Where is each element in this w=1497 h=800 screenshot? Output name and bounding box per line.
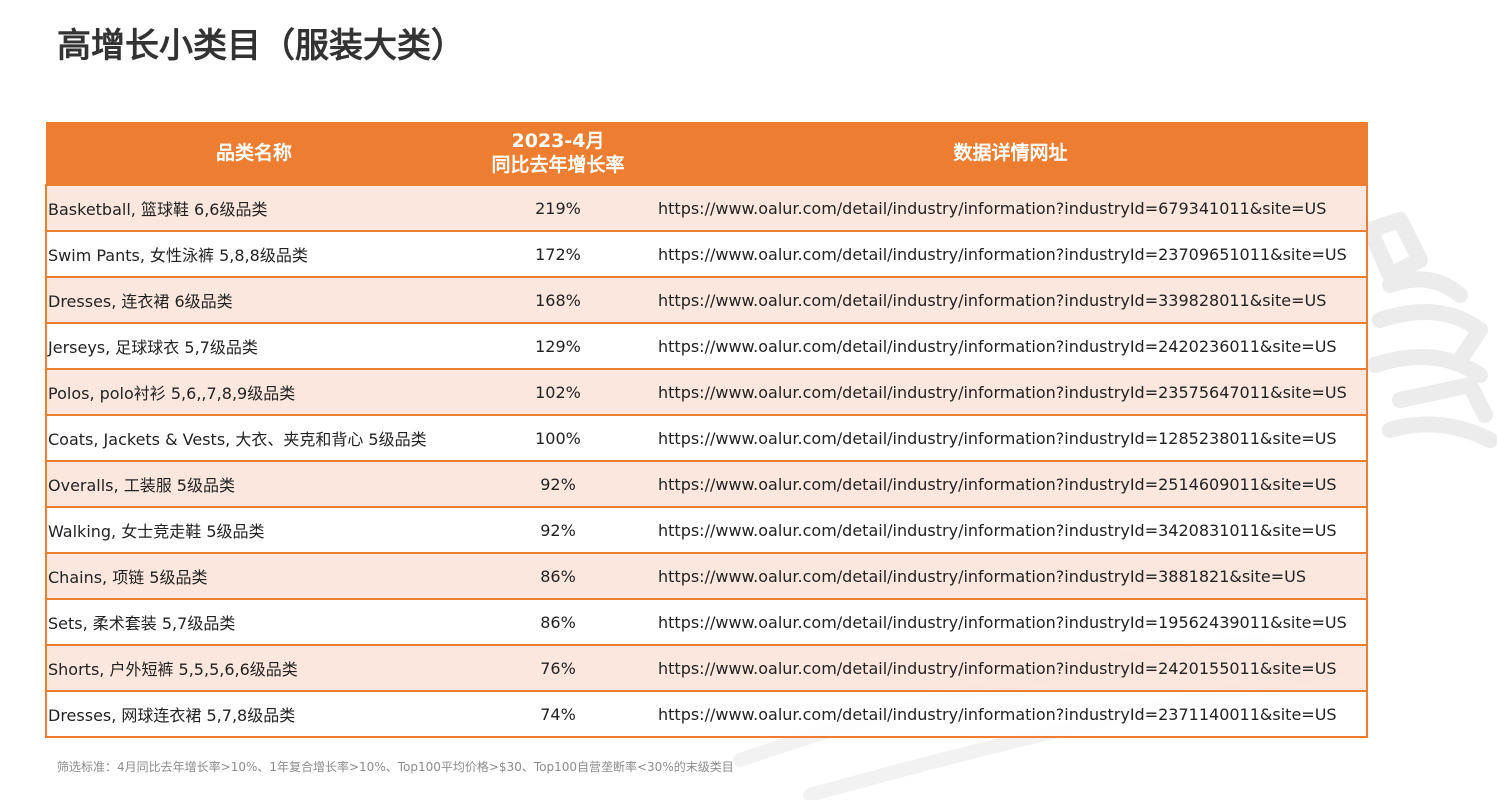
header-growth-period: 2023-4月 (511, 130, 605, 152)
cell-detail-url: https://www.oalur.com/detail/industry/in… (654, 368, 1368, 415)
cell-growth-rate: 86% (462, 598, 654, 645)
cell-growth-rate: 168% (462, 276, 654, 323)
cell-growth-rate: 172% (462, 230, 654, 277)
cell-detail-url: https://www.oalur.com/detail/industry/in… (654, 414, 1368, 461)
cell-detail-url: https://www.oalur.com/detail/industry/in… (654, 230, 1368, 277)
cell-category-name: Basketball, 篮球鞋 6,6级品类 (45, 184, 462, 231)
cell-category-name: Coats, Jackets & Vests, 大衣、夹克和背心 5级品类 (45, 414, 462, 461)
cell-growth-rate: 129% (462, 322, 654, 369)
header-category-name: 品类名称 (45, 122, 463, 185)
cell-growth-rate: 92% (462, 506, 654, 553)
cell-detail-url: https://www.oalur.com/detail/industry/in… (654, 690, 1368, 738)
cell-growth-rate: 76% (462, 644, 654, 691)
header-growth-label: 同比去年增长率 (491, 154, 625, 176)
cell-category-name: Chains, 项链 5级品类 (45, 552, 462, 599)
table-row: Overalls, 工装服 5级品类 92% https://www.oalur.c… (45, 460, 1368, 507)
cell-detail-url: https://www.oalur.com/detail/industry/in… (654, 598, 1368, 645)
cell-detail-url: https://www.oalur.com/detail/industry/in… (654, 644, 1368, 691)
category-growth-table: 品类名称 2023-4月 同比去年增长率 数据详情网址 Basketball, … (45, 122, 1368, 738)
table-row: Walking, 女士竞走鞋 5级品类 92% https://www.oalur.… (45, 506, 1368, 553)
cell-growth-rate: 100% (462, 414, 654, 461)
table-row: Jerseys, 足球球衣 5,7级品类 129% https://www.oalu… (45, 322, 1368, 369)
table-row: Coats, Jackets & Vests, 大衣、夹克和背心 5级品类 100… (45, 414, 1368, 461)
table-row: Sets, 柔术套装 5,7级品类 86% https://www.oalur.co… (45, 598, 1368, 645)
cell-category-name: Jerseys, 足球球衣 5,7级品类 (45, 322, 462, 369)
cell-category-name: Dresses, 连衣裙 6级品类 (45, 276, 462, 323)
page-title: 高增长小类目（服装大类） (57, 26, 465, 66)
cell-growth-rate: 102% (462, 368, 654, 415)
cell-detail-url: https://www.oalur.com/detail/industry/in… (654, 276, 1368, 323)
table-row: Basketball, 篮球鞋 6,6级品类 219% https://www.oa… (45, 184, 1368, 231)
table-row: Polos, polo衬衫 5,6,,7,8,9级品类 102% https://w… (45, 368, 1368, 415)
table-header-row: 品类名称 2023-4月 同比去年增长率 数据详情网址 (45, 122, 1368, 185)
selection-criteria-footnote: 筛选标准：4月同比去年增长率>10%、1年复合增长率>10%、Top100平均价… (57, 760, 734, 774)
table-body: Basketball, 篮球鞋 6,6级品类 219% https://www.oa… (45, 184, 1368, 738)
cell-detail-url: https://www.oalur.com/detail/industry/in… (654, 184, 1368, 231)
category-table-container: 品类名称 2023-4月 同比去年增长率 数据详情网址 Basketball, … (45, 122, 1368, 738)
cell-category-name: Dresses, 网球连衣裙 5,7,8级品类 (45, 690, 462, 738)
cell-category-name: Overalls, 工装服 5级品类 (45, 460, 462, 507)
cell-category-name: Sets, 柔术套装 5,7级品类 (45, 598, 462, 645)
cell-detail-url: https://www.oalur.com/detail/industry/in… (654, 506, 1368, 553)
cell-category-name: Swim Pants, 女性泳裤 5,8,8级品类 (45, 230, 462, 277)
cell-growth-rate: 92% (462, 460, 654, 507)
table-row: Chains, 项链 5级品类 86% https://www.oalur.com/… (45, 552, 1368, 599)
table-row: Swim Pants, 女性泳裤 5,8,8级品类 172% https://www… (45, 230, 1368, 277)
cell-detail-url: https://www.oalur.com/detail/industry/in… (654, 460, 1368, 507)
table-row: Shorts, 户外短裤 5,5,5,6,6级品类 76% https://www.… (45, 644, 1368, 691)
cell-growth-rate: 219% (462, 184, 654, 231)
cell-growth-rate: 86% (462, 552, 654, 599)
table-row: Dresses, 网球连衣裙 5,7,8级品类 74% https://www.oa… (45, 690, 1368, 738)
cell-category-name: Walking, 女士竞走鞋 5级品类 (45, 506, 462, 553)
header-detail-url: 数据详情网址 (653, 122, 1368, 185)
table-row: Dresses, 连衣裙 6级品类 168% https://www.oalur.c… (45, 276, 1368, 323)
cell-detail-url: https://www.oalur.com/detail/industry/in… (654, 552, 1368, 599)
cell-category-name: Shorts, 户外短裤 5,5,5,6,6级品类 (45, 644, 462, 691)
cell-detail-url: https://www.oalur.com/detail/industry/in… (654, 322, 1368, 369)
header-growth-rate: 2023-4月 同比去年增长率 (461, 122, 655, 185)
cell-category-name: Polos, polo衬衫 5,6,,7,8,9级品类 (45, 368, 462, 415)
cell-growth-rate: 74% (462, 690, 654, 738)
